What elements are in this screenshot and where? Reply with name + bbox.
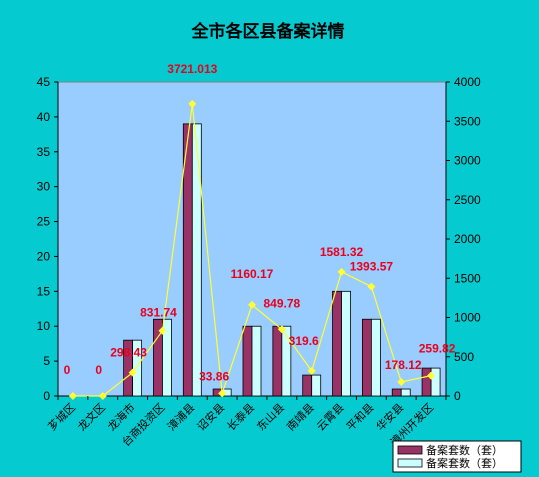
y-tick-label: 25 [37, 215, 51, 229]
y-tick-label: 10 [37, 319, 51, 333]
bar-series-2 [430, 367, 441, 397]
category-label: 南靖县 [284, 401, 317, 434]
data-label: 1393.57 [350, 260, 394, 274]
bar-series-1 [272, 325, 283, 397]
line-point [337, 267, 346, 276]
data-label: 298.43 [110, 346, 147, 360]
line-point [98, 392, 107, 400]
bar-series-2 [370, 318, 381, 397]
y2-tick-label: 500 [454, 350, 474, 364]
bar-series-2 [311, 374, 322, 397]
tick-labels: 0510152025303540450500100015002000250030… [37, 75, 481, 403]
bars [123, 123, 441, 397]
bar-series-1 [242, 325, 253, 397]
bar-series-2 [341, 290, 351, 397]
bar-series-2 [132, 339, 143, 397]
category-label: 漳浦县 [164, 400, 197, 433]
chart-title: 全市各区县备案详情 [191, 21, 345, 42]
data-label: 849.78 [263, 296, 300, 310]
data-label: 831.74 [140, 306, 177, 320]
data-label: 319.6 [289, 334, 319, 348]
bar-series-1 [302, 374, 313, 397]
y-tick-label: 45 [37, 75, 51, 89]
category-label: 云霄县 [314, 401, 347, 434]
bar-series-1 [391, 388, 402, 397]
data-label: 178.12 [385, 358, 422, 372]
y2-tick-label: 2500 [454, 193, 481, 207]
data-labels: 0 0 298.43 831.74 3721.013 33.86 1160.17 849.78… [64, 62, 456, 383]
line-point [307, 366, 316, 375]
line-point [367, 282, 376, 291]
category-label: 龙文区 [75, 400, 108, 433]
data-label: 0 [64, 363, 71, 377]
y-tick-label: 35 [37, 145, 51, 159]
y-tick-label: 40 [37, 110, 51, 124]
legend: 备案套数（套）备案套数（套） [392, 440, 522, 473]
category-label: 诏安县 [194, 400, 227, 433]
category-label: 长泰县 [224, 400, 257, 433]
bar-series-2 [251, 325, 262, 397]
line-point [218, 389, 227, 398]
category-label: 芗城区 [46, 401, 79, 434]
line-series [68, 99, 436, 400]
data-label: 0 [95, 363, 102, 377]
y2-tick-label: 1000 [454, 311, 481, 325]
line-point [128, 368, 137, 377]
y-tick-label: 5 [43, 354, 50, 368]
y2-tick-label: 3500 [454, 114, 481, 128]
y2-tick-label: 2000 [454, 232, 481, 246]
legend-label: 备案套数（套） [426, 443, 503, 457]
bar-series-1 [332, 290, 342, 397]
bar-series-1 [361, 318, 372, 397]
line-point [158, 326, 167, 335]
category-labels: 芗城区龙文区龙海市台商投资区漳浦县诏安县长泰县东山县南靖县云霄县平和县华安县漳州… [46, 400, 437, 449]
line-point [248, 300, 256, 309]
y-tick-label: 15 [37, 284, 51, 298]
line-point [188, 99, 197, 108]
line-point [277, 325, 286, 334]
bar-series-1 [421, 367, 432, 397]
y-tick-label: 20 [37, 249, 51, 263]
data-label: 33.86 [199, 369, 229, 383]
line-point [397, 378, 406, 387]
data-label: 1581.32 [320, 245, 364, 259]
category-label: 东山县 [254, 401, 287, 434]
data-label: 259.82 [419, 342, 456, 356]
bar-series-2 [162, 318, 172, 397]
bar-series-2 [281, 325, 292, 397]
y2-tick-label: 3000 [454, 154, 481, 168]
bar-series-2 [400, 388, 411, 397]
y2-tick-label: 4000 [454, 75, 481, 89]
y-tick-label: 0 [43, 389, 50, 403]
y-tick-label: 30 [37, 180, 51, 194]
data-label: 1160.17 [231, 267, 274, 281]
bar-series-2 [191, 123, 202, 397]
legend-swatch [397, 445, 423, 455]
legend-label: 备案套数（套） [426, 456, 503, 470]
y2-tick-label: 1500 [454, 271, 481, 285]
data-label: 3721.013 [167, 62, 217, 76]
category-label: 平和县 [344, 401, 377, 434]
legend-swatch [397, 458, 423, 468]
y2-tick-label: 0 [454, 389, 461, 403]
line-point [68, 392, 77, 400]
line-point [427, 371, 436, 380]
